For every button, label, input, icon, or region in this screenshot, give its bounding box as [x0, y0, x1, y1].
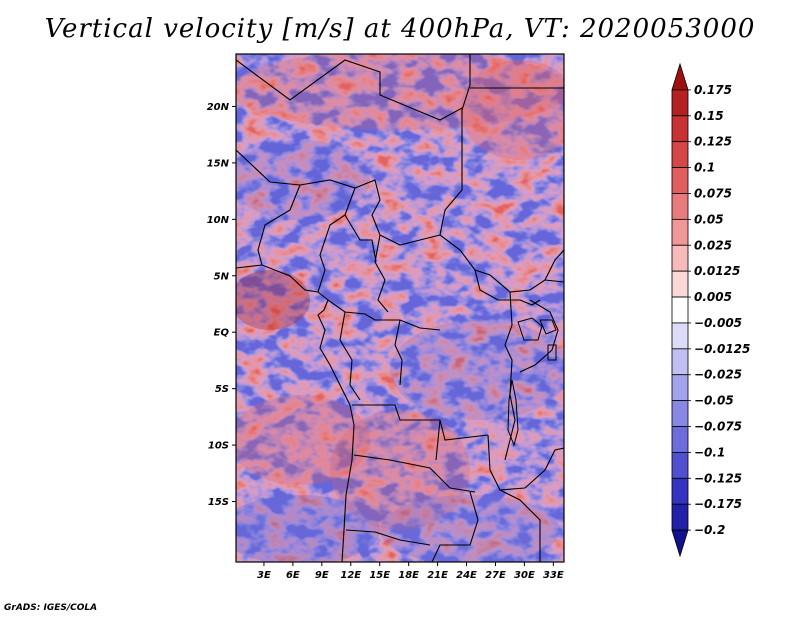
colorbar-label: 0.0125: [694, 264, 740, 278]
colorbar-label: −0.1: [694, 445, 725, 459]
colorbar-label: −0.2: [694, 523, 725, 537]
colorbar-swatch: [671, 452, 689, 479]
colorbar-label: −0.025: [694, 368, 742, 382]
lon-tick-label: 21E: [427, 570, 448, 581]
lon-tick-label: 27E: [485, 570, 506, 581]
lon-tick-label: 15E: [369, 570, 390, 581]
colorbar-label: −0.125: [694, 471, 742, 485]
colorbar-swatch: [671, 503, 689, 531]
lat-tick-label: 15S: [208, 497, 229, 508]
colorbar-swatch: [671, 426, 689, 453]
lon-tick-label: 12E: [340, 570, 361, 581]
lat-tick-label: 20N: [207, 102, 230, 113]
lon-tick-label: 18E: [398, 570, 419, 581]
lat-tick-label: 10S: [208, 441, 229, 452]
colorbar-swatch: [671, 62, 689, 91]
colorbar-label: −0.075: [694, 420, 742, 434]
colorbar-label: 0.125: [694, 135, 732, 149]
lat-tick-label: 5N: [214, 271, 230, 282]
lat-tick-label: 15N: [207, 158, 230, 169]
colorbar-swatch: [671, 296, 689, 324]
lon-tick-label: 6E: [286, 570, 300, 581]
colorbar-swatch: [671, 115, 689, 143]
velocity-field: [236, 54, 564, 562]
colorbar-label: −0.0125: [694, 342, 750, 356]
colorbar-label: −0.05: [694, 394, 734, 408]
colorbar-label: 0.05: [694, 212, 724, 226]
lon-tick-label: 3E: [257, 570, 271, 581]
colorbar-swatch: [671, 270, 689, 298]
colorbar-swatch: [671, 141, 689, 168]
colorbar-label: 0.025: [694, 238, 732, 252]
lat-tick-label: 5S: [215, 384, 229, 395]
lon-tick-label: 30E: [514, 570, 535, 581]
colorbar-swatch: [671, 218, 689, 246]
colorbar-swatch: [671, 348, 689, 376]
latitude-axis: 20N 15N 10N 5N EQ 5S 10S 15S: [207, 102, 236, 508]
colorbar-label: −0.175: [694, 497, 742, 511]
colorbar: 0.175 0.15 0.125 0.1 0.075 0.05 0.025 0.0125 0.0…: [671, 62, 750, 558]
lakes: [507, 317, 557, 447]
colorbar-swatch: [671, 89, 689, 117]
colorbar-swatch: [671, 322, 689, 350]
lat-tick-label: EQ: [214, 328, 230, 339]
colorbar-swatch: [671, 374, 689, 402]
country-borders: [236, 54, 564, 562]
footer-credit: GrADS: IGES/COLA: [4, 603, 98, 613]
colorbar-label: −0.005: [694, 316, 742, 330]
colorbar-swatch: [671, 529, 689, 558]
colorbar-swatch: [671, 477, 689, 505]
colorbar-label: 0.005: [694, 290, 732, 304]
colorbar-swatch: [671, 244, 689, 272]
colorbar-swatch: [671, 167, 689, 194]
lon-tick-label: 24E: [456, 570, 477, 581]
lon-tick-label: 9E: [315, 570, 329, 581]
lon-tick-label: 33E: [543, 570, 564, 581]
colorbar-label: 0.075: [694, 186, 732, 200]
colorbar-swatch: [671, 400, 689, 427]
colorbar-swatch: [671, 193, 689, 220]
colorbar-label: 0.1: [694, 161, 715, 175]
longitude-axis: 3E 6E 9E 12E 15E 18E 21E 24E 27E 30E 33E: [257, 562, 564, 581]
colorbar-label: 0.15: [694, 109, 724, 123]
chart-title: Vertical velocity [m/s] at 400hPa, VT: 2…: [44, 14, 756, 44]
map-frame: [235, 53, 565, 563]
colorbar-label: 0.175: [694, 83, 732, 97]
lat-tick-label: 10N: [207, 215, 230, 226]
